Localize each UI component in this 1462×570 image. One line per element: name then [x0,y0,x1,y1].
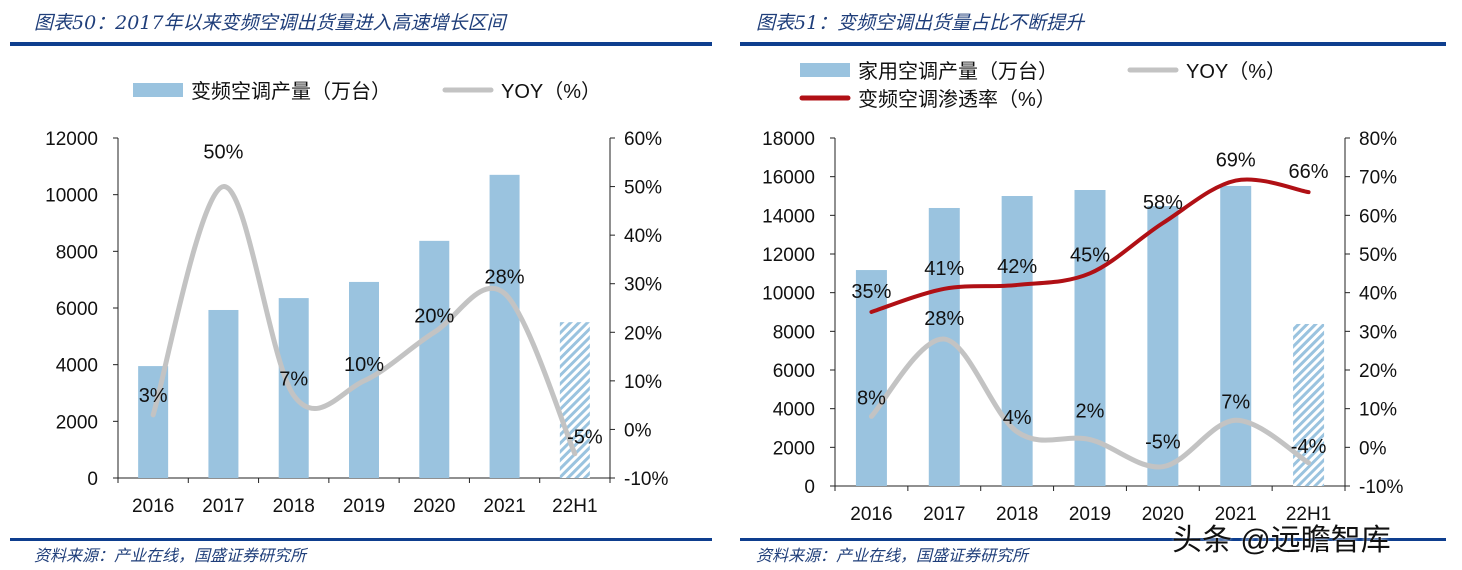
left-tick-label: 0 [804,477,815,498]
source-note: 资料来源：产业在线，国盛证券研究所 [34,546,307,565]
right-tick-label: -10% [1359,477,1403,498]
left-tick-label: 12000 [45,129,98,150]
data-label: 28% [924,308,964,330]
data-label: 7% [1221,391,1250,413]
data-label: 4% [1003,407,1032,429]
x-tick-label: 2017 [923,504,965,525]
bar [855,270,887,486]
left-tick-label: 14000 [762,206,815,227]
series-line [869,177,1311,314]
right-tick-label: 20% [1359,361,1397,382]
legend-swatch-bar [800,63,850,77]
source-note: 资料来源：产业在线，国盛证券研究所 [756,546,1029,565]
bar [278,298,309,478]
legend-label: 变频空调产量（万台） [191,80,391,103]
data-label: 35% [851,281,891,303]
left-tick-label: 2000 [56,412,98,433]
x-tick-label: 2019 [343,496,385,517]
bar [208,309,239,478]
left-tick-label: 8000 [773,322,815,343]
x-tick-label: 2018 [996,504,1038,525]
right-tick-label: 10% [624,372,662,393]
data-label: 66% [1289,161,1329,183]
right-tick-label: -10% [624,469,668,490]
x-tick-label: 2021 [1215,504,1257,525]
title-divider [10,42,712,46]
left-tick-label: 0 [87,469,98,490]
bar [489,174,520,479]
data-label: 8% [857,387,886,409]
source-divider [10,538,712,541]
bar [419,240,450,478]
data-label: 41% [924,258,964,280]
right-tick-label: 10% [1359,400,1397,421]
x-tick-label: 2020 [413,496,455,517]
left-tick-label: 4000 [773,400,815,421]
x-tick-label: 2017 [202,496,244,517]
left-tick-label: 16000 [762,168,815,189]
left-tick-label: 12000 [762,245,815,266]
data-label: 3% [139,385,168,407]
left-tick-label: 8000 [56,242,98,263]
right-tick-label: 20% [624,323,662,344]
legend-label: 变频空调渗透率（%） [858,88,1056,111]
data-label: 42% [997,256,1037,278]
data-label: 28% [485,266,525,288]
right-tick-label: 40% [1359,284,1397,305]
series-line [150,184,578,457]
data-label: -5% [567,427,603,449]
legend-label: YOY（%） [501,80,601,103]
chart-title: 图表50：2017年以来变频空调出货量进入高速增长区间 [34,12,506,34]
title-divider [740,42,1446,46]
x-tick-label: 2016 [132,496,174,517]
watermark: 头条 @远瞻智库 [1172,524,1391,557]
source-divider [740,538,1446,541]
left-tick-label: 6000 [773,361,815,382]
bar [1147,206,1179,486]
bar [1220,185,1252,487]
right-tick-label: 0% [1359,438,1387,459]
left-tick-label: 18000 [762,129,815,150]
series-line [868,336,1312,470]
right-tick-label: 50% [1359,245,1397,266]
x-tick-label: 22H1 [552,496,597,517]
legend-label: 家用空调产量（万台） [858,60,1058,83]
x-tick-label: 22H1 [1286,504,1331,525]
left-tick-label: 4000 [56,356,98,377]
left-tick-label: 6000 [56,299,98,320]
left-tick-label: 10000 [45,186,98,207]
data-label: 50% [203,142,243,164]
chart-title: 图表51：变频空调出货量占比不断提升 [756,12,1085,34]
left-tick-label: 2000 [773,438,815,459]
data-label: 10% [344,354,384,376]
right-tick-label: 80% [1359,129,1397,150]
x-tick-label: 2020 [1142,504,1184,525]
right-tick-label: 30% [624,275,662,296]
x-tick-label: 2021 [483,496,525,517]
bar [1001,196,1033,486]
right-tick-label: 60% [624,129,662,150]
data-label: 45% [1070,244,1110,266]
right-tick-label: 30% [1359,322,1397,343]
data-label: -5% [1145,432,1181,454]
data-label: 7% [279,368,308,390]
right-tick-label: 0% [624,420,652,441]
data-label: 69% [1216,150,1256,172]
legend-swatch-bar [133,83,183,97]
x-tick-label: 2018 [273,496,315,517]
x-tick-label: 2019 [1069,504,1111,525]
right-tick-label: 50% [624,178,662,199]
data-label: 2% [1076,401,1105,423]
right-tick-label: 40% [624,226,662,247]
right-tick-label: 60% [1359,206,1397,227]
x-tick-label: 2016 [850,504,892,525]
right-tick-label: 70% [1359,168,1397,189]
legend-label: YOY（%） [1186,60,1286,83]
data-label: 20% [414,305,454,327]
left-tick-label: 10000 [762,284,815,305]
data-label: 58% [1143,192,1183,214]
bar [1293,323,1325,486]
data-label: -4% [1291,436,1327,458]
